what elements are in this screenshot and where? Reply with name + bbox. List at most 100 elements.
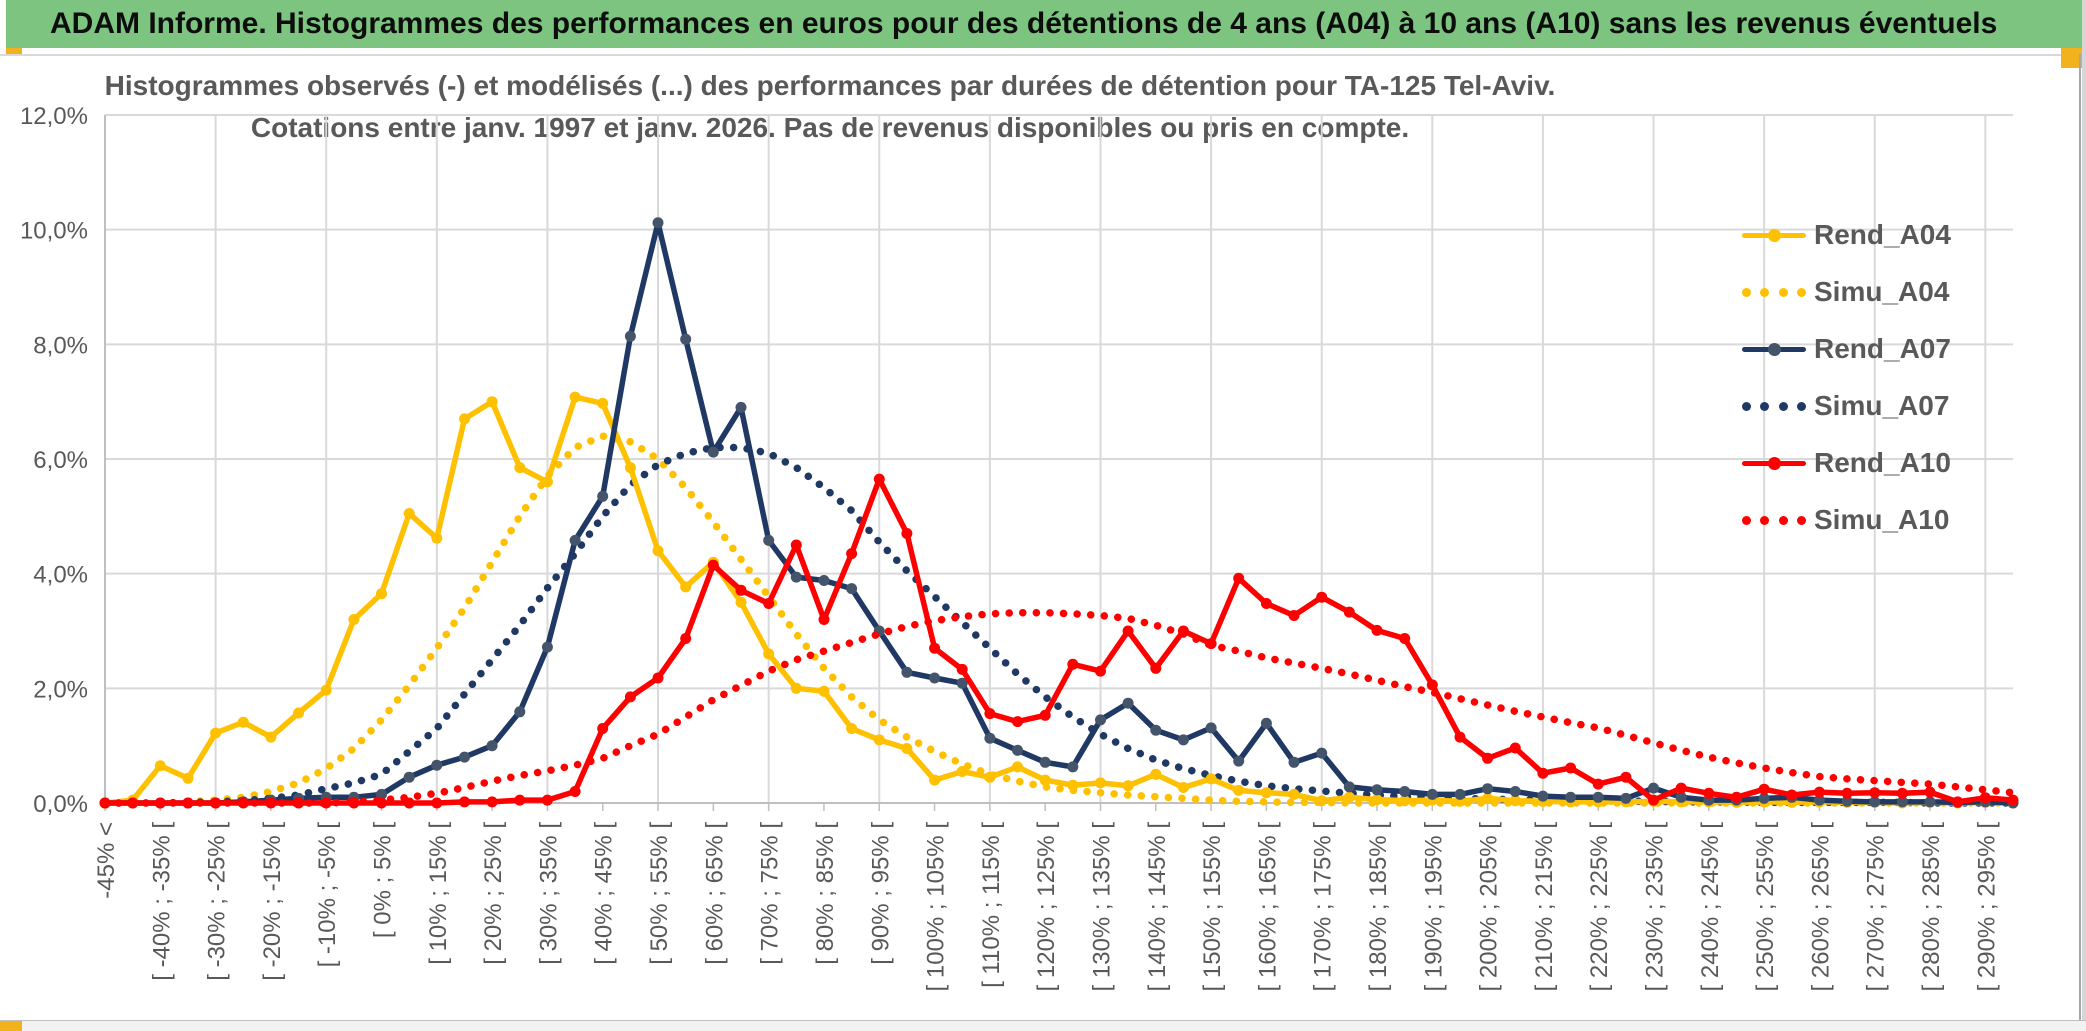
legend-item-simu-a04[interactable]: Simu_A04 bbox=[1742, 263, 2072, 320]
series-rend_a10-marker bbox=[1703, 787, 1715, 799]
series-rend_a07-marker bbox=[624, 330, 636, 342]
series-rend_a04[interactable] bbox=[102, 394, 2016, 806]
page-title: ADAM Informe. Histogrammes des performan… bbox=[50, 7, 1998, 40]
series-rend_a10-marker bbox=[763, 598, 775, 609]
series-rend_a07-marker bbox=[1648, 782, 1659, 794]
series-rend_a04-marker bbox=[790, 682, 802, 694]
series-rend_a10-marker bbox=[1482, 752, 1494, 764]
series-rend_a07[interactable] bbox=[102, 220, 2016, 806]
series-rend_a07-marker bbox=[1896, 796, 1908, 808]
series-rend_a10-marker bbox=[1786, 789, 1798, 801]
series-rend_a10-marker bbox=[182, 797, 194, 809]
series-rend_a04-marker bbox=[1316, 795, 1328, 807]
series-rend_a07-marker bbox=[1012, 744, 1023, 756]
series-rend_a10-marker bbox=[1012, 716, 1023, 728]
series-rend_a04-marker bbox=[1039, 774, 1051, 786]
series-rend_a10-marker bbox=[1841, 787, 1853, 799]
series-rend_a04-marker bbox=[1177, 782, 1189, 793]
series-rend_a07-marker bbox=[1869, 796, 1881, 808]
series-rend_a10[interactable] bbox=[102, 476, 2016, 806]
series-rend_a04-marker bbox=[514, 462, 526, 474]
series-rend_a07-marker bbox=[1260, 717, 1272, 729]
y-axis-tick-label: 2,0% bbox=[33, 676, 88, 703]
series-rend_a04-marker bbox=[376, 588, 387, 600]
series-rend_a04-marker bbox=[1012, 761, 1023, 773]
series-rend_a07-marker bbox=[1675, 791, 1687, 803]
series-rend_a07-marker bbox=[680, 333, 692, 345]
series-rend_a04-marker bbox=[237, 716, 249, 728]
legend-item-simu-a10[interactable]: Simu_A10 bbox=[1742, 491, 2072, 548]
series-rend_a10-marker bbox=[1426, 679, 1438, 691]
series-rend_a04-marker bbox=[431, 532, 443, 544]
series-rend_a10-marker bbox=[569, 786, 581, 797]
series-rend_a10-marker bbox=[514, 794, 526, 806]
series-rend_a07-marker bbox=[735, 401, 747, 413]
series-rend_a10-marker bbox=[1731, 791, 1742, 803]
chart-title-line2: Cotations entre janv. 1997 et janv. 2026… bbox=[250, 112, 1410, 143]
series-rend_a07-marker bbox=[1122, 697, 1134, 709]
series-rend_a07-marker bbox=[1813, 794, 1825, 806]
legend-item-simu-a07[interactable]: Simu_A07 bbox=[1742, 377, 2072, 434]
series-rend_a04-marker bbox=[403, 508, 415, 519]
x-axis-tick-label: [ 260% ; 265% [ bbox=[1807, 822, 1834, 992]
series-simu_a07[interactable] bbox=[101, 443, 2017, 807]
series-rend_a10-marker bbox=[1150, 662, 1162, 674]
series-rend_a10-marker bbox=[707, 559, 719, 571]
series-rend_a04-marker bbox=[1150, 768, 1162, 780]
legend-item-rend-a07[interactable]: Rend_A07 bbox=[1742, 320, 2072, 377]
series-rend_a07-marker bbox=[1426, 788, 1438, 800]
series-rend_a07-marker bbox=[790, 571, 802, 583]
series-rend_a07-marker bbox=[486, 740, 498, 752]
series-rend_a04-marker bbox=[348, 614, 360, 625]
series-rend_a10-marker bbox=[1177, 625, 1189, 637]
series-rend_a10-marker bbox=[901, 528, 913, 539]
title-bar: ADAM Informe. Histogrammes des performan… bbox=[6, 0, 2083, 48]
x-axis-tick-label: [ -10% ; -5% [ bbox=[314, 822, 341, 968]
x-axis-tick-label: [ 240% ; 245% [ bbox=[1697, 822, 1724, 992]
x-axis-tick-label: [ 80% ; 85% [ bbox=[812, 822, 839, 965]
series-rend_a10-marker bbox=[1039, 709, 1051, 721]
series-rend_a10-marker bbox=[1896, 787, 1908, 799]
legend-item-rend-a10[interactable]: Rend_A10 bbox=[1742, 434, 2072, 491]
series-rend_a07-marker bbox=[431, 759, 443, 771]
series-rend_a10-marker bbox=[1565, 762, 1577, 774]
series-rend_a10-marker bbox=[984, 708, 996, 720]
legend-item-rend-a04[interactable]: Rend_A04 bbox=[1742, 206, 2072, 263]
legend-label: Rend_A04 bbox=[1814, 218, 1951, 250]
series-rend_a04-marker bbox=[1343, 791, 1355, 803]
series-rend_a10-marker bbox=[265, 797, 277, 809]
legend-label: Simu_A04 bbox=[1814, 275, 1950, 307]
series-rend_a07-marker bbox=[597, 490, 609, 502]
series-rend_a07-marker bbox=[403, 771, 415, 783]
series-rend_a04-marker bbox=[265, 731, 277, 743]
x-axis-tick-label: [ 140% ; 145% [ bbox=[1144, 822, 1171, 992]
series-rend_a10-marker bbox=[1869, 787, 1881, 799]
x-axis-tick-label: [ 210% ; 215% [ bbox=[1531, 822, 1558, 992]
series-rend_a07-marker bbox=[956, 677, 968, 689]
series-rend_a10-marker bbox=[459, 796, 470, 808]
y-axis-tick-label: 4,0% bbox=[33, 562, 88, 589]
x-axis-tick-label: [ 160% ; 165% [ bbox=[1254, 822, 1281, 992]
series-rend_a10-marker bbox=[1067, 658, 1079, 670]
y-axis-tick-label: 10,0% bbox=[20, 218, 88, 245]
series-rend_a04-marker bbox=[901, 743, 913, 754]
series-rend_a07-marker bbox=[1233, 755, 1245, 767]
series-rend_a04-marker bbox=[624, 462, 636, 474]
series-rend_a10-marker bbox=[1399, 633, 1411, 644]
series-simu_a04[interactable] bbox=[101, 432, 2017, 807]
series-rend_a07-marker bbox=[1288, 756, 1300, 768]
x-axis-tick-label: [ -20% ; -15% [ bbox=[259, 822, 286, 981]
series-rend_a07-marker bbox=[569, 534, 581, 546]
y-axis-tick-label: 8,0% bbox=[33, 332, 88, 359]
x-axis-tick-label: [ 150% ; 155% [ bbox=[1199, 822, 1226, 992]
series-rend_a10-marker bbox=[1260, 598, 1272, 609]
series-rend_a10-marker bbox=[541, 794, 553, 806]
series-rend_a10-marker bbox=[790, 539, 802, 551]
rend-a10-line-icon bbox=[1742, 456, 1806, 470]
series-rend_a07-marker bbox=[1482, 783, 1494, 795]
series-rend_a04-marker bbox=[182, 772, 194, 784]
series-rend_a10-marker bbox=[1758, 783, 1770, 795]
series-rend_a10-marker bbox=[320, 797, 332, 809]
series-rend_a10-marker bbox=[1620, 771, 1632, 783]
series-rend_a10-marker bbox=[486, 796, 498, 808]
